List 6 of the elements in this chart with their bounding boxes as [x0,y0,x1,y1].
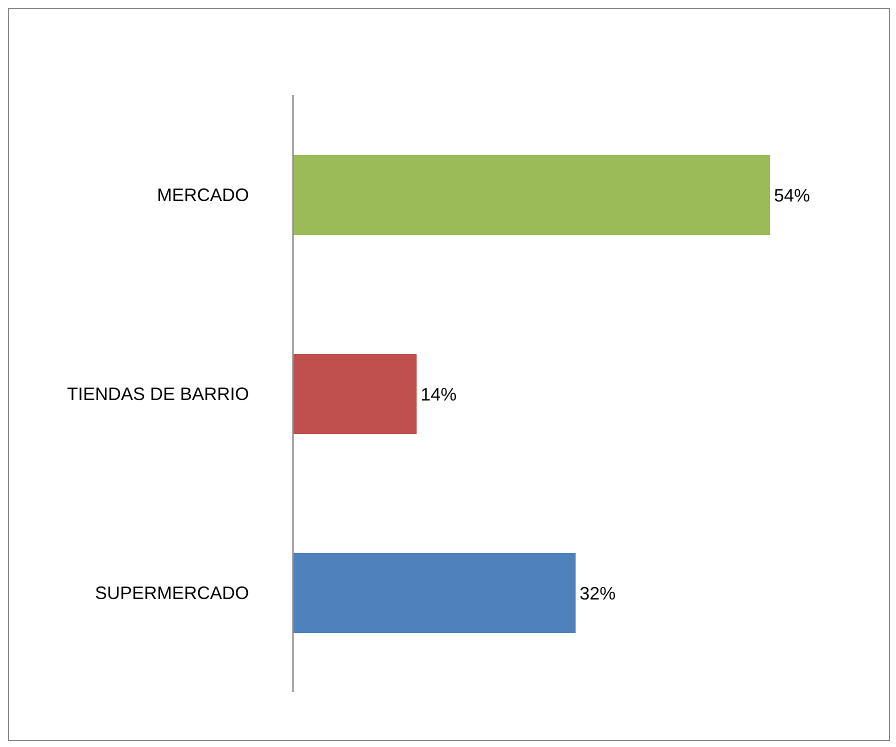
y-tick-label: TIENDAS DE BARRIO [66,384,249,404]
data-label: 54% [774,185,810,206]
y-tick-label: MERCADO [156,184,249,205]
data-label: 14% [420,384,457,404]
y-tick-label: SUPERMERCADO [94,582,249,603]
data-label: 32% [580,583,616,604]
